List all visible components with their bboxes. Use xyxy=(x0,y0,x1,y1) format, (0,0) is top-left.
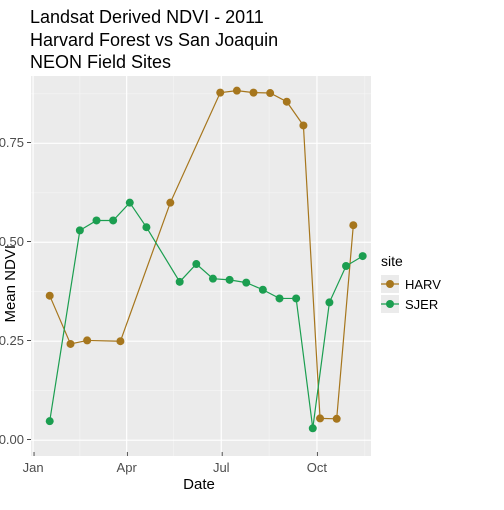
series-point-SJER xyxy=(242,278,250,286)
series-point-SJER xyxy=(93,216,101,224)
x-tick: Jul xyxy=(213,456,230,475)
legend-title: site xyxy=(381,253,441,269)
series-point-SJER xyxy=(325,298,333,306)
legend-label: HARV xyxy=(405,277,441,292)
x-tick: Oct xyxy=(307,456,327,475)
series-point-SJER xyxy=(309,424,317,432)
series-point-HARV xyxy=(46,291,54,299)
x-tick: Jan xyxy=(23,456,44,475)
y-axis-label: Mean NDVI xyxy=(0,245,27,323)
series-point-SJER xyxy=(342,262,350,270)
series-point-SJER xyxy=(46,417,54,425)
legend: site HARV SJER xyxy=(381,253,441,315)
x-axis: JanAprJulOct xyxy=(31,456,371,474)
y-tick: 0.25 xyxy=(0,333,31,348)
legend-swatch xyxy=(381,275,399,293)
series-point-HARV xyxy=(116,337,124,345)
series-point-SJER xyxy=(192,260,200,268)
series-point-HARV xyxy=(83,336,91,344)
series-point-HARV xyxy=(166,198,174,206)
chart-title: Landsat Derived NDVI - 2011 Harvard Fore… xyxy=(30,6,504,74)
series-line-HARV xyxy=(50,90,354,418)
series-point-SJER xyxy=(76,226,84,234)
series-point-SJER xyxy=(226,275,234,283)
series-point-HARV xyxy=(333,414,341,422)
y-tick: 0.75 xyxy=(0,135,31,150)
series-point-HARV xyxy=(283,97,291,105)
series-point-SJER xyxy=(359,252,367,260)
series-point-HARV xyxy=(316,414,324,422)
legend-swatch xyxy=(381,295,399,313)
y-axis: 0.750.500.250.00 xyxy=(27,76,31,456)
series-line-SJER xyxy=(50,202,363,428)
series-point-SJER xyxy=(176,277,184,285)
legend-item-SJER: SJER xyxy=(381,295,441,313)
series-point-SJER xyxy=(276,294,284,302)
legend-label: SJER xyxy=(405,297,438,312)
series-point-SJER xyxy=(109,216,117,224)
x-axis-label: Date xyxy=(27,476,371,493)
y-tick: 0.00 xyxy=(0,432,31,447)
x-tick: Apr xyxy=(117,456,137,475)
series-point-HARV xyxy=(233,86,241,94)
series-point-HARV xyxy=(250,88,258,96)
series-point-SJER xyxy=(209,274,217,282)
series-point-HARV xyxy=(216,88,224,96)
series-point-SJER xyxy=(126,198,134,206)
series-point-SJER xyxy=(259,285,267,293)
series-point-SJER xyxy=(292,294,300,302)
series-point-SJER xyxy=(142,223,150,231)
series-point-HARV xyxy=(299,121,307,129)
y-tick: 0.50 xyxy=(0,234,31,249)
legend-item-HARV: HARV xyxy=(381,275,441,293)
series-point-HARV xyxy=(349,221,357,229)
chart-panel xyxy=(31,76,371,456)
series-point-HARV xyxy=(67,339,75,347)
series-point-HARV xyxy=(266,89,274,97)
